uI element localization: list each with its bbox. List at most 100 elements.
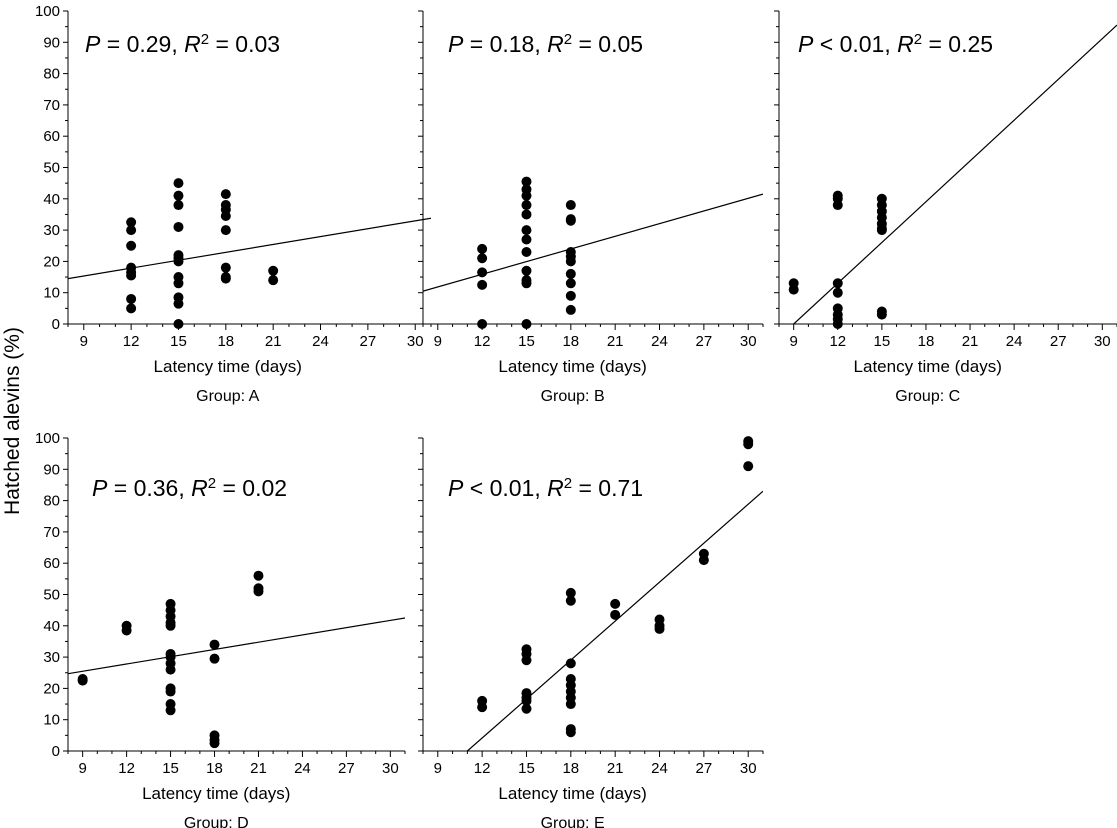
stat-annotation: P < 0.01, R2 = 0.71 bbox=[448, 475, 643, 502]
x-tick-label: 21 bbox=[250, 760, 267, 777]
data-point bbox=[698, 555, 709, 566]
data-point bbox=[610, 598, 621, 609]
x-axis-title: Latency time (days) bbox=[498, 357, 646, 376]
x-tick-label: 21 bbox=[962, 333, 979, 350]
x-tick-label: 15 bbox=[518, 760, 535, 777]
y-tick-label: 80 bbox=[43, 493, 60, 510]
data-point bbox=[521, 319, 532, 329]
y-tick-label: 60 bbox=[43, 128, 60, 145]
data-point bbox=[173, 190, 184, 201]
data-point bbox=[253, 586, 264, 597]
group-label: Group: B bbox=[541, 388, 605, 405]
data-point bbox=[268, 275, 279, 286]
y-tick-label: 90 bbox=[43, 34, 60, 51]
stat-annotation: P = 0.36, R2 = 0.02 bbox=[92, 475, 287, 502]
data-point bbox=[565, 658, 576, 669]
data-point bbox=[477, 267, 488, 278]
regression-line bbox=[68, 217, 431, 280]
y-tick-label: 40 bbox=[43, 618, 60, 635]
data-point bbox=[565, 699, 576, 710]
x-axis-title: Latency time (days) bbox=[154, 357, 302, 376]
group-label: Group: D bbox=[184, 815, 249, 828]
x-tick-label: 27 bbox=[360, 333, 377, 350]
data-point bbox=[521, 176, 532, 187]
regression-line bbox=[793, 24, 1117, 324]
data-point bbox=[565, 595, 576, 606]
y-tick-label: 0 bbox=[52, 316, 60, 333]
data-point bbox=[477, 253, 488, 264]
data-point bbox=[565, 200, 576, 211]
x-tick-label: 30 bbox=[1094, 333, 1111, 350]
x-tick-label: 27 bbox=[338, 760, 355, 777]
x-axis-title: Latency time (days) bbox=[498, 784, 646, 803]
x-tick-label: 15 bbox=[162, 760, 179, 777]
panel-5: 9 12 15 18 21 24 27 30 Latency time (days) Group:… bbox=[418, 436, 764, 828]
y-tick-label: 0 bbox=[52, 743, 60, 760]
data-point bbox=[565, 290, 576, 301]
x-tick-label: 18 bbox=[217, 333, 234, 350]
x-tick-label: 24 bbox=[294, 760, 311, 777]
data-point bbox=[126, 240, 137, 251]
data-point bbox=[220, 225, 231, 236]
data-point bbox=[268, 265, 279, 276]
data-point bbox=[253, 570, 264, 581]
data-point bbox=[521, 247, 532, 258]
regression-line bbox=[423, 193, 763, 292]
group-label: Group: E bbox=[541, 815, 605, 828]
x-tick-label: 18 bbox=[562, 333, 579, 350]
data-point bbox=[165, 664, 176, 675]
x-tick-label: 15 bbox=[518, 333, 535, 350]
data-point bbox=[220, 273, 231, 284]
x-tick-label: 30 bbox=[740, 760, 757, 777]
x-tick-label: 24 bbox=[1006, 333, 1023, 350]
data-point bbox=[173, 278, 184, 289]
y-tick-label: 100 bbox=[35, 430, 60, 447]
y-tick-label: 50 bbox=[43, 160, 60, 177]
data-point bbox=[477, 702, 488, 713]
y-tick-label: 30 bbox=[43, 649, 60, 666]
data-point bbox=[565, 215, 576, 226]
x-tick-label: 21 bbox=[607, 333, 624, 350]
x-tick-label: 12 bbox=[123, 333, 140, 350]
data-point bbox=[209, 639, 220, 650]
data-point bbox=[165, 705, 176, 716]
x-axis-title: Latency time (days) bbox=[854, 357, 1002, 376]
x-tick-label: 27 bbox=[696, 333, 713, 350]
data-point bbox=[565, 278, 576, 289]
data-point bbox=[126, 217, 137, 228]
data-point bbox=[121, 625, 132, 636]
x-tick-label: 12 bbox=[829, 333, 846, 350]
y-tick-label: 100 bbox=[35, 3, 60, 20]
panel-1: 0 10 20 30 40 50 60 70 80 90 100 9 12 15 18 21 24 27 30 Lat… bbox=[35, 3, 432, 405]
group-label: Group: C bbox=[895, 388, 960, 405]
data-point bbox=[220, 262, 231, 273]
x-tick-label: 12 bbox=[118, 760, 135, 777]
stat-annotation: P < 0.01, R2 = 0.25 bbox=[798, 31, 993, 58]
x-tick-label: 30 bbox=[382, 760, 399, 777]
data-point bbox=[173, 178, 184, 189]
data-point bbox=[165, 620, 176, 631]
data-point bbox=[521, 209, 532, 220]
x-tick-label: 18 bbox=[206, 760, 223, 777]
x-tick-label: 12 bbox=[474, 333, 491, 350]
data-point bbox=[654, 623, 665, 634]
data-point bbox=[521, 225, 532, 236]
y-tick-label: 90 bbox=[43, 461, 60, 478]
data-point bbox=[565, 587, 576, 598]
panel-4: 0 10 20 30 40 50 60 70 80 90 100 9 12 15 18 21 24 27 30 Lat… bbox=[35, 430, 406, 828]
data-point bbox=[565, 727, 576, 738]
regression-line bbox=[466, 490, 763, 751]
x-tick-label: 27 bbox=[696, 760, 713, 777]
group-label: Group: A bbox=[196, 388, 259, 405]
x-tick-label: 27 bbox=[1050, 333, 1067, 350]
data-point bbox=[832, 319, 843, 329]
x-tick-label: 30 bbox=[740, 333, 757, 350]
data-point bbox=[876, 309, 887, 320]
data-point bbox=[565, 304, 576, 315]
data-point bbox=[565, 256, 576, 267]
x-tick-label: 12 bbox=[474, 760, 491, 777]
data-point bbox=[220, 189, 231, 200]
panel-2: 9 12 15 18 21 24 27 30 Latency time (days) Group:… bbox=[418, 10, 764, 405]
y-tick-label: 10 bbox=[43, 712, 60, 729]
